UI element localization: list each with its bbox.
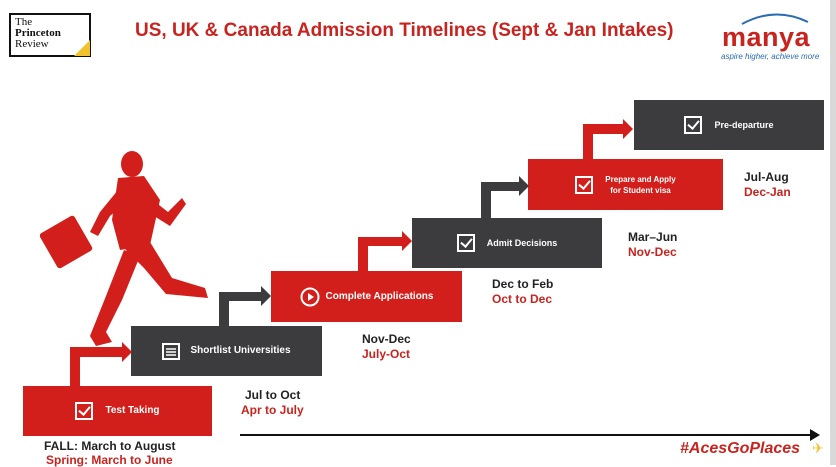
connector-arrow — [358, 237, 404, 246]
date-secondary: Dec-Jan — [744, 185, 791, 199]
connector-arrow — [583, 128, 593, 159]
date-primary: Jul-Aug — [744, 170, 789, 184]
step-shortlist-universities: Shortlist Universities — [131, 326, 322, 376]
date-primary: Mar–Jun — [628, 230, 678, 244]
list-icon — [162, 343, 181, 360]
logo-line-1: The — [15, 16, 33, 28]
date-primary: Nov-Dec — [362, 332, 411, 346]
date-secondary: Oct to Dec — [492, 292, 553, 306]
play-icon — [300, 287, 319, 306]
step-pre-departure: Pre-departure — [634, 100, 824, 150]
date-primary: Jul to Oct — [245, 388, 301, 402]
window-edge — [830, 0, 836, 465]
arrow-head — [261, 286, 271, 306]
arrow-head — [519, 176, 529, 196]
princeton-review-logo: The Princeton Review — [9, 13, 91, 57]
step-label: Test Taking — [105, 405, 160, 416]
connector-arrow — [358, 240, 368, 271]
connector-arrow — [219, 292, 263, 301]
connector-arrow — [219, 296, 229, 326]
manya-logo-arc-icon — [741, 13, 809, 25]
step-label: Admit Decisions — [486, 238, 558, 248]
manya-tagline: aspire higher, achieve more — [721, 52, 820, 61]
date-secondary: July-Oct — [362, 347, 411, 361]
checkbox-icon — [456, 234, 475, 252]
logo-line-3: Review — [15, 38, 49, 50]
connector-arrow — [481, 186, 491, 218]
step-admit-decisions: Admit Decisions — [412, 218, 602, 268]
date-primary: Dec to Feb — [492, 277, 554, 291]
hashtag: #AcesGoPlaces — [680, 440, 801, 457]
manya-logo: manya — [722, 22, 811, 52]
step-label: Pre-departure — [714, 120, 774, 130]
checkbox-icon — [575, 175, 594, 194]
date-secondary: Apr to July — [241, 403, 304, 417]
connector-arrow — [70, 347, 126, 357]
checkbox-icon — [684, 116, 703, 134]
step-label: Prepare and Apply for Student visa — [605, 174, 675, 196]
page-title: US, UK & Canada Admission Timelines (Sep… — [135, 20, 674, 41]
date-secondary: Spring: March to June — [46, 453, 173, 467]
logo-line-2: Princeton — [15, 27, 61, 39]
arrow-head — [623, 119, 633, 139]
timeline-arrow-head-icon — [810, 429, 820, 441]
checkbox-icon — [75, 402, 94, 420]
step-prepare-visa: Prepare and Apply for Student visa — [528, 159, 723, 210]
timeline-axis — [240, 434, 815, 436]
step-test-taking: Test Taking — [23, 386, 212, 436]
arrow-head — [122, 342, 132, 362]
step-label: Complete Applications — [325, 290, 434, 302]
step-label-line: for Student visa — [610, 185, 671, 195]
step-label: Shortlist Universities — [190, 345, 291, 356]
step-label-line: Prepare and Apply — [605, 174, 676, 184]
running-man-icon — [40, 151, 208, 346]
connector-arrow — [70, 352, 80, 386]
arrow-head — [402, 231, 412, 251]
date-secondary: Nov-Dec — [628, 245, 677, 259]
logo-corner-triangle — [74, 40, 90, 56]
connector-arrow — [481, 182, 521, 191]
date-primary: FALL: March to August — [44, 439, 176, 453]
connector-arrow — [583, 124, 625, 134]
plane-icon: ✈ — [812, 440, 824, 456]
step-complete-applications: Complete Applications — [271, 271, 462, 322]
